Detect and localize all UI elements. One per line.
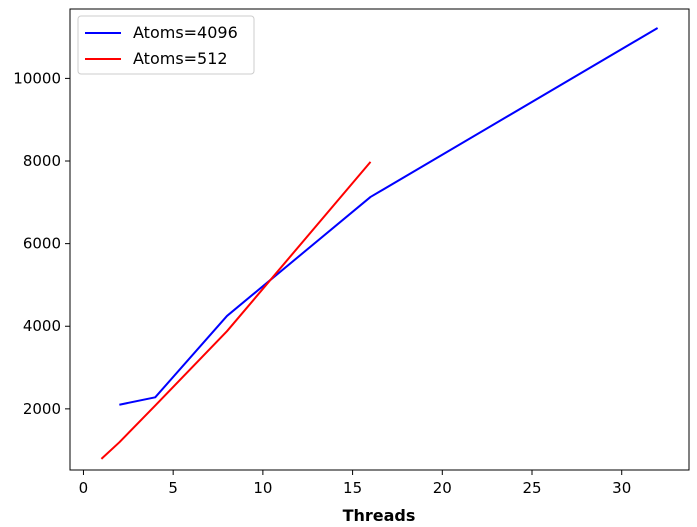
axes-layer: 0 5 10 15 20 25 30 2000 4000 6000 8000 10000 xyxy=(13,69,631,497)
y-tick-label: 6000 xyxy=(23,235,61,253)
x-tick-label: 25 xyxy=(522,479,541,497)
x-tick-label: 10 xyxy=(253,479,272,497)
legend-box xyxy=(77,15,255,75)
y-tick-label: 10000 xyxy=(13,69,61,87)
x-tick-label: 30 xyxy=(612,479,631,497)
series-line-1 xyxy=(119,27,659,406)
x-tick-label: 15 xyxy=(343,479,362,497)
x-tick-label: 5 xyxy=(168,479,178,497)
plot-frame xyxy=(69,8,690,471)
y-tick-label: 8000 xyxy=(23,152,61,170)
series-layer xyxy=(100,27,659,460)
y-tick-label: 4000 xyxy=(23,317,61,335)
legend-label-1: Atoms=4096 xyxy=(133,23,238,42)
x-tick-label: 20 xyxy=(433,479,452,497)
x-axis-label: Threads xyxy=(343,506,416,525)
x-tick-label: 0 xyxy=(79,479,89,497)
y-tick-label: 2000 xyxy=(23,400,61,418)
legend-label-2: Atoms=512 xyxy=(133,49,228,68)
legend: Atoms=4096 Atoms=512 xyxy=(77,15,255,75)
series-line-2 xyxy=(100,161,372,460)
